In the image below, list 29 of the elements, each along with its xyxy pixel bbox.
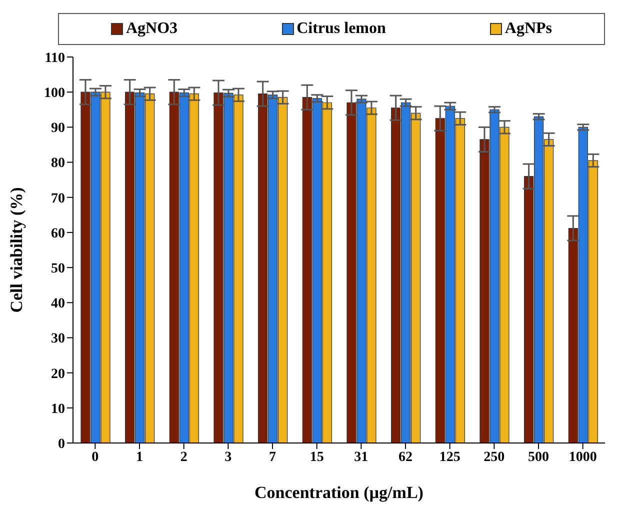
legend-label: AgNPs — [504, 20, 552, 38]
y-tick-label: 30 — [51, 332, 65, 347]
x-tick-label: 125 — [439, 450, 460, 465]
y-tick-label: 40 — [51, 296, 65, 312]
y-axis-title: Cell viability (%) — [7, 187, 26, 313]
y-tick-label: 50 — [51, 262, 65, 277]
x-tick-label: 31 — [354, 450, 368, 465]
x-tick-label: 3 — [224, 450, 232, 465]
legend-label: Citrus lemon — [296, 20, 386, 38]
x-axis-title: Concentration (µg/mL) — [254, 483, 424, 502]
x-tick-label: 500 — [528, 450, 549, 465]
x-tick-label: 250 — [484, 450, 505, 465]
y-tick-label: 80 — [51, 156, 65, 172]
x-tick-label: 7 — [269, 450, 276, 465]
x-tick-label: 1 — [136, 450, 143, 465]
x-tick-label: 0 — [92, 450, 99, 465]
x-tick-label: 1000 — [568, 450, 597, 465]
x-tick-label: 15 — [310, 450, 324, 465]
y-tick-label: 90 — [51, 121, 65, 136]
y-tick-label: 20 — [51, 366, 65, 382]
y-tick-label: 100 — [44, 86, 65, 102]
y-tick-label: 60 — [51, 226, 65, 242]
legend-label: AgNO3 — [125, 20, 178, 38]
y-tick-label: 0 — [58, 436, 65, 452]
y-tick-label: 110 — [44, 50, 65, 66]
y-tick-label: 10 — [51, 402, 65, 417]
x-tick-label: 62 — [398, 450, 412, 465]
x-tick-label: 2 — [180, 450, 188, 465]
y-tick-label: 70 — [51, 191, 65, 206]
